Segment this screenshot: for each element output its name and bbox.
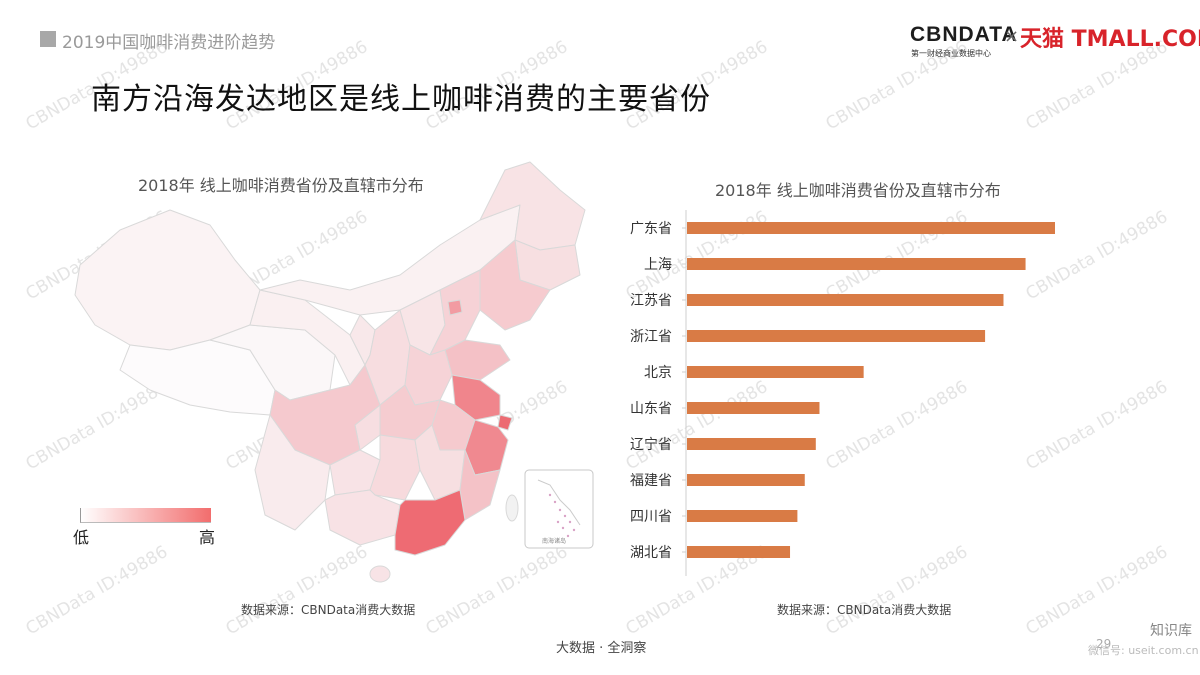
region-xinjiang [74,209,261,351]
map-legend-low-label: 低 [73,528,90,547]
bar-chart-category-label: 山东省 [630,401,672,417]
cbndata-logo: CBNDATA [910,23,1018,46]
bar-8 [687,474,805,486]
bar-chart-title: 2018年 线上咖啡消费省份及直辖市分布 [715,181,1001,200]
region-heilongjiang [479,161,586,251]
logo-separator: × [1004,26,1020,47]
bar-4 [687,330,986,342]
bar-2 [687,258,1026,270]
bar-3 [687,294,1004,306]
bar-chart-category-label: 四川省 [630,509,672,525]
bar-chart-category-label: 福建省 [630,473,672,489]
map-chart-title: 2018年 线上咖啡消费省份及直辖市分布 [138,176,424,195]
bar-7 [687,438,816,450]
cbndata-logo-subtitle: 第一财经商业数据中心 [911,49,991,58]
bar-5 [687,366,864,378]
bar-10 [687,546,791,558]
region-liaoning [479,239,551,331]
region-henan [404,344,453,406]
page-number: 29 [1096,637,1112,651]
section-marker [40,31,56,47]
china-choropleth-map: 南海诸岛 [74,161,594,583]
bar-chart-category-label: 湖北省 [630,545,672,561]
region-shanghai [497,414,513,431]
map-legend-high-label: 高 [199,528,216,547]
region-shandong [444,339,511,381]
brand-watermark: 知识库 [1150,623,1192,639]
bar-chart-category-label: 广东省 [630,221,672,237]
page-title: 南方沿海发达地区是线上咖啡消费的主要省份 [91,82,711,117]
bar-1 [687,222,1055,234]
bar-chart-source: 数据来源：CBNData消费大数据 [777,603,952,617]
region-hunan [369,434,421,501]
bar-chart-category-label: 江苏省 [630,293,672,309]
south-china-sea-inset: 南海诸岛 [524,469,594,549]
tmall-logo: 天猫 TMALL.COM [1020,27,1200,52]
region-hainan [369,565,391,583]
bar-chart-category-label: 浙江省 [630,329,672,345]
region-guangdong [394,489,466,556]
bar-chart-category-label: 辽宁省 [630,436,672,453]
bar-6 [687,402,820,414]
bar-chart-category-label: 上海 [644,257,672,273]
south-china-sea-inset-label: 南海诸岛 [542,537,566,545]
bar-9 [687,510,798,522]
brand-watermark-sub: 微信号: useit.com.cn [1088,644,1199,657]
region-beijing [447,299,463,316]
region-guangxi [324,489,401,546]
region-taiwan [505,494,519,522]
section-title: 2019中国咖啡消费进阶趋势 [62,33,276,53]
map-legend-gradient [80,508,211,523]
region-yunnan [254,414,331,531]
map-source: 数据来源：CBNData消费大数据 [241,603,416,617]
footer-tagline: 大数据 · 全洞察 [556,641,647,656]
bar-chart-category-label: 北京 [644,365,672,381]
